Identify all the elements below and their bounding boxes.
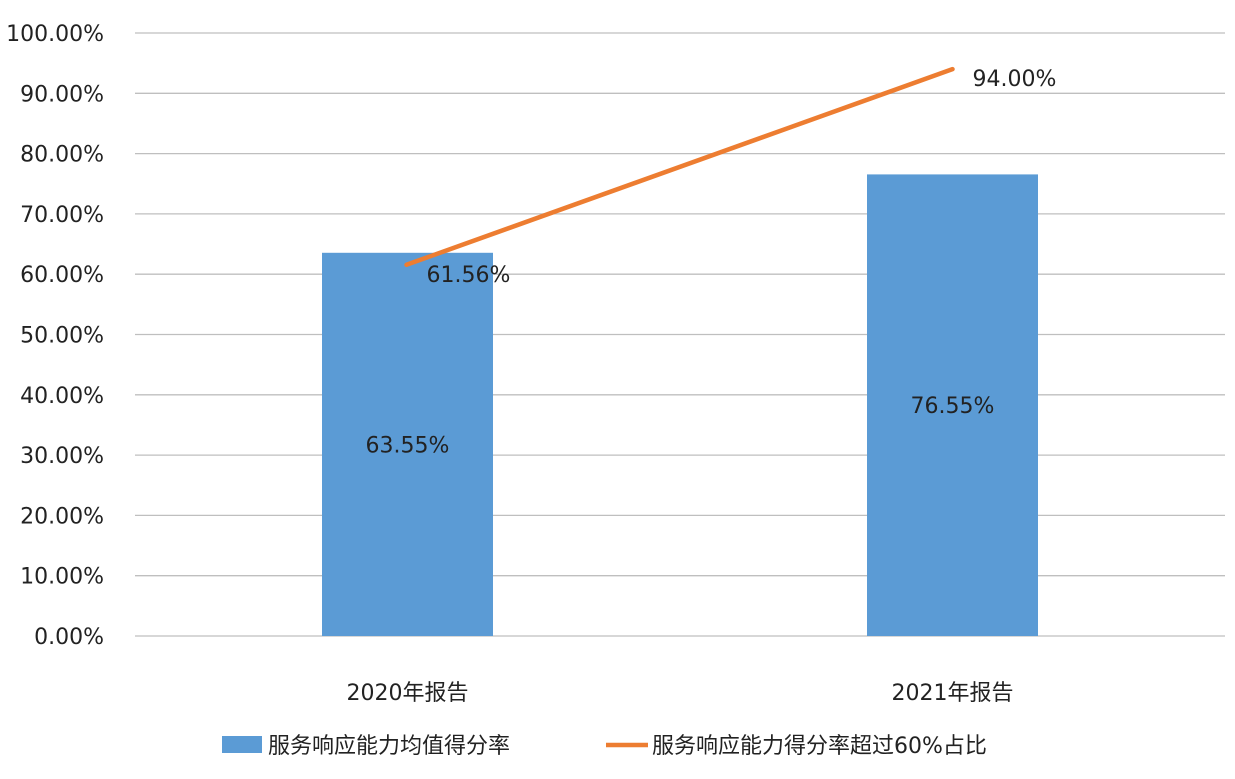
line-series-path xyxy=(404,66,955,268)
y-tick-label: 50.00% xyxy=(20,324,104,349)
legend: 服务响应能力均值得分率 服务响应能力得分率超过60%占比 xyxy=(222,734,987,759)
x-tick-label: 2020年报告 xyxy=(347,681,469,706)
bar xyxy=(322,252,493,636)
y-tick-label: 10.00% xyxy=(20,565,104,590)
y-axis-tick-labels: 0.00% 10.00% 20.00% 30.00% 40.00% 50.00% 60.00… xyxy=(6,22,104,650)
gridlines xyxy=(135,32,1225,637)
y-tick-label: 60.00% xyxy=(20,263,104,288)
y-tick-label: 20.00% xyxy=(20,504,104,529)
legend-label-bar: 服务响应能力均值得分率 xyxy=(268,734,510,759)
bar-data-label: 76.55% xyxy=(911,394,995,419)
y-tick-label: 0.00% xyxy=(34,625,104,650)
bar-data-label: 63.55% xyxy=(366,433,450,458)
x-tick-label: 2021年报告 xyxy=(892,681,1014,706)
y-tick-label: 40.00% xyxy=(20,384,104,409)
x-axis-tick-labels: 2020年报告 2021年报告 xyxy=(347,681,1014,706)
legend-swatch-bar xyxy=(222,736,262,753)
line-series xyxy=(404,66,955,268)
y-tick-label: 30.00% xyxy=(20,444,104,469)
bar xyxy=(867,174,1038,636)
y-tick-label: 70.00% xyxy=(20,203,104,228)
line-data-label: 61.56% xyxy=(427,263,511,288)
data-labels: 63.55% 76.55% 61.56% 94.00% xyxy=(366,67,1057,458)
y-tick-label: 80.00% xyxy=(20,143,104,168)
bar-series xyxy=(322,174,1038,636)
y-tick-label: 90.00% xyxy=(20,82,104,107)
y-tick-label: 100.00% xyxy=(6,22,104,47)
line-data-label: 94.00% xyxy=(973,67,1057,92)
legend-label-line: 服务响应能力得分率超过60%占比 xyxy=(652,734,987,759)
